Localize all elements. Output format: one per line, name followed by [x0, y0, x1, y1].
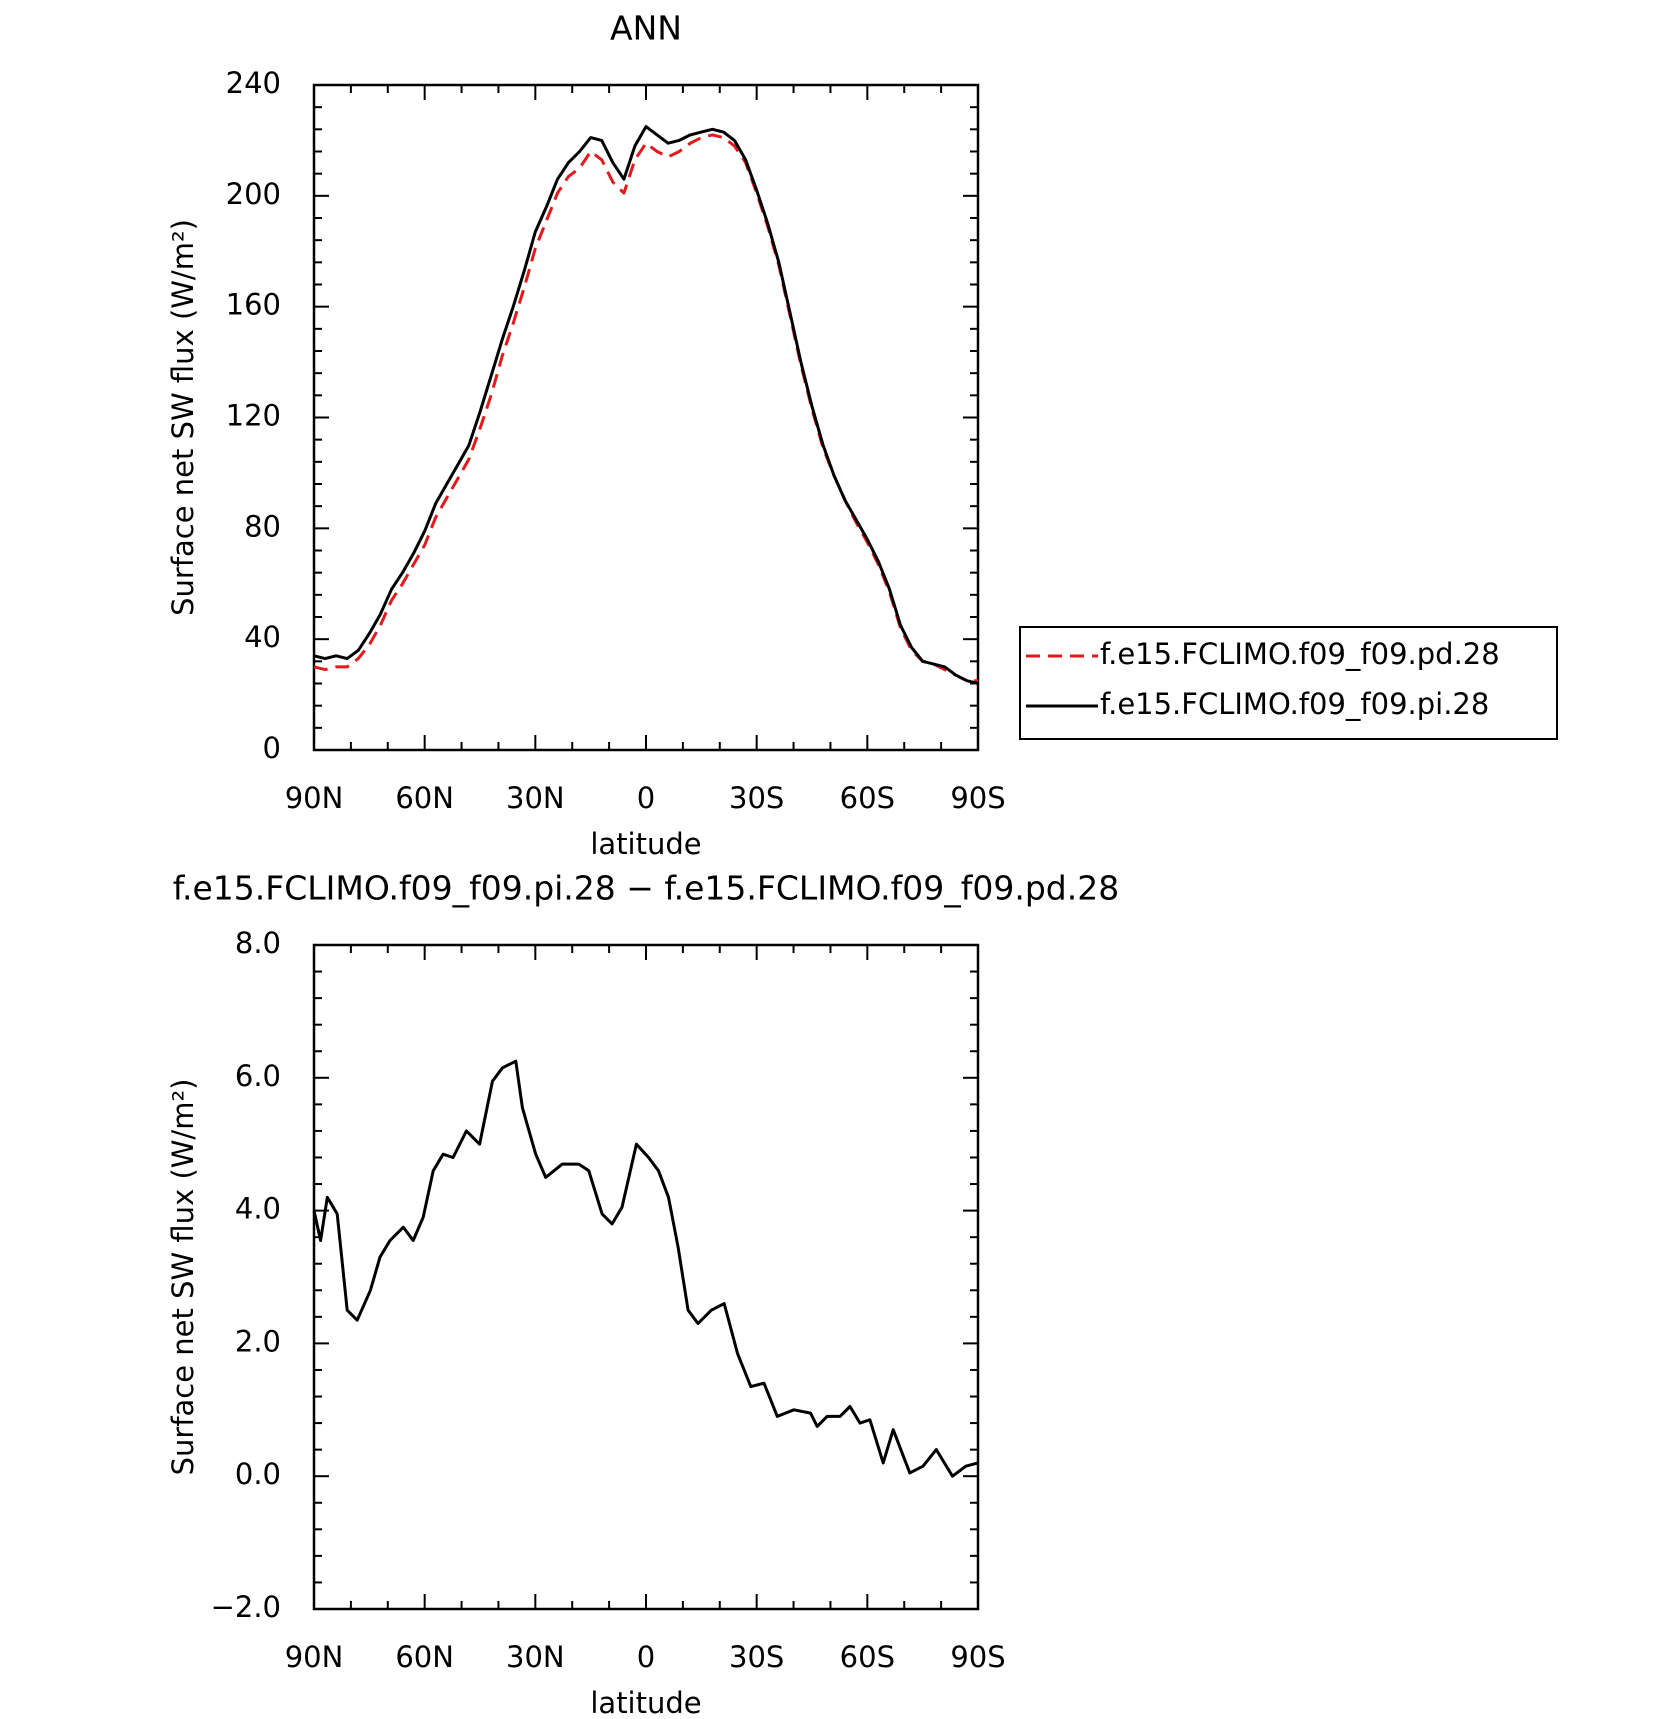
- data-line: [313, 133, 978, 683]
- x-tick-label: 60S: [840, 781, 895, 815]
- y-tick-label: 8.0: [235, 926, 281, 960]
- y-tick-label: 4.0: [235, 1192, 281, 1226]
- legend-box: [1019, 626, 1558, 740]
- x-tick-label: 30S: [729, 781, 784, 815]
- y-tick-label: −2.0: [211, 1590, 281, 1624]
- x-tick-label: 30N: [506, 781, 565, 815]
- y-tick-label: 40: [244, 620, 281, 654]
- x-tick-label: 30N: [506, 1640, 565, 1674]
- y-tick-label: 0: [263, 731, 281, 765]
- legend-label: f.e15.FCLIMO.f09_f09.pi.28: [1100, 687, 1489, 721]
- x-tick-label: 0: [637, 781, 655, 815]
- y-axis-label: Surface net SW flux (W/m²): [166, 219, 200, 616]
- x-axis-label: latitude: [590, 1686, 701, 1719]
- x-axis-label: latitude: [590, 827, 701, 861]
- x-tick-label: 60S: [840, 1640, 895, 1674]
- x-tick-label: 90N: [285, 1640, 344, 1674]
- plot-frame: [312, 83, 980, 752]
- x-tick-label: 90N: [285, 781, 344, 815]
- x-tick-label: 60N: [395, 781, 454, 815]
- x-tick-label: 60N: [395, 1640, 454, 1674]
- y-tick-label: 2.0: [235, 1324, 281, 1358]
- x-tick-label: 90S: [950, 781, 1005, 815]
- plot-frame: [312, 943, 980, 1611]
- y-tick-label: 240: [226, 66, 281, 100]
- legend-label: f.e15.FCLIMO.f09_f09.pd.28: [1100, 637, 1500, 671]
- y-tick-label: 6.0: [235, 1059, 281, 1093]
- chart-title: ANN: [610, 9, 682, 48]
- y-tick-label: 120: [226, 399, 281, 433]
- data-line: [312, 1059, 979, 1478]
- x-tick-label: 0: [637, 1640, 655, 1674]
- chart-title: f.e15.FCLIMO.f09_f09.pi.28 − f.e15.FCLIM…: [173, 869, 1119, 908]
- data-line: [313, 125, 979, 685]
- y-tick-label: 80: [244, 509, 281, 543]
- x-tick-label: 30S: [729, 1640, 784, 1674]
- y-tick-label: 0.0: [235, 1457, 281, 1491]
- y-axis-label: Surface net SW flux (W/m²): [166, 1079, 200, 1476]
- x-tick-label: 90S: [950, 1640, 1005, 1674]
- y-tick-label: 160: [226, 288, 281, 322]
- y-tick-label: 200: [226, 177, 281, 211]
